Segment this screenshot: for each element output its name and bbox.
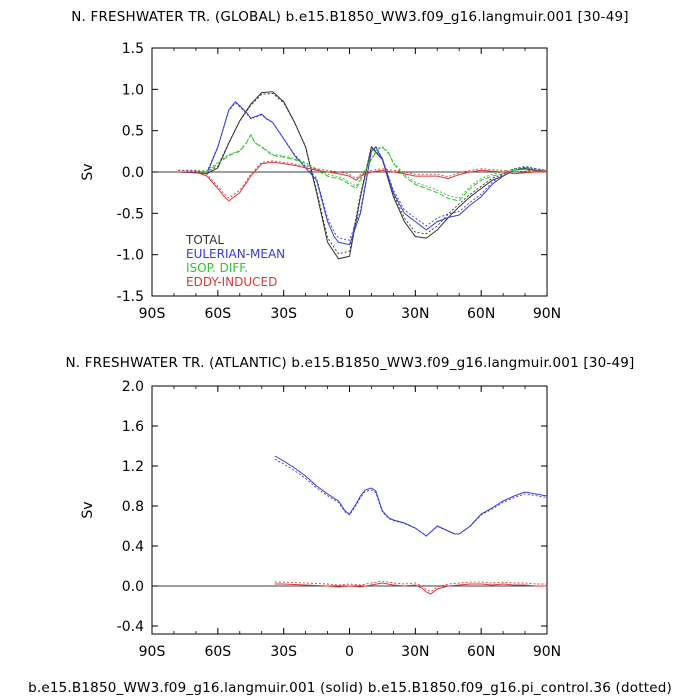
- global-series-eddy-induced: [178, 161, 547, 202]
- global-x-tick-label: 30S: [270, 306, 297, 322]
- global-series-isop-diff: [178, 133, 548, 202]
- legend-item: TOTAL: [185, 233, 224, 247]
- legend-item: EDDY-INDUCED: [186, 275, 277, 289]
- atlantic-y-axis-label: Sv: [80, 501, 96, 518]
- atlantic-x-tick-label: 60S: [204, 644, 231, 660]
- atlantic-x-tick-label: 30N: [401, 644, 429, 660]
- global-x-tick-label: 0: [345, 306, 354, 322]
- atlantic-series-eulerian-mean: [274, 455, 548, 537]
- atlantic-y-tick-label: 0.0: [122, 579, 144, 595]
- global-y-tick-label: -1.0: [117, 248, 144, 264]
- atlantic-y-tick-label: 1.6: [122, 419, 144, 435]
- global-series-dotted-total: [178, 92, 548, 255]
- legend-item: EULERIAN-MEAN: [186, 247, 285, 261]
- atlantic-series-dotted-eulerian-mean: [274, 458, 548, 537]
- global-y-tick-label: 0.5: [122, 124, 144, 140]
- global-y-tick-label: 0.0: [122, 165, 144, 181]
- atlantic-y-tick-label: 0.4: [122, 539, 144, 555]
- atlantic-x-tick-label: 0: [345, 644, 354, 660]
- global-chart-title: N. FRESHWATER TR. (GLOBAL) b.e15.B1850_W…: [71, 9, 629, 25]
- atlantic-x-tick-label: 30S: [270, 644, 297, 660]
- atlantic-y-tick-label: -0.4: [117, 619, 144, 635]
- global-x-tick-label: 90S: [139, 306, 166, 322]
- global-y-tick-label: -1.5: [117, 289, 144, 305]
- global-y-tick-label: 1.0: [122, 82, 144, 98]
- global-series-dotted-eddy-induced: [178, 160, 547, 199]
- atlantic-series-eddy-induced: [274, 582, 547, 595]
- atlantic-y-tick-label: 0.8: [122, 499, 144, 515]
- footer-caption: b.e15.B1850_WW3.f09_g16.langmuir.001 (so…: [28, 680, 672, 696]
- atlantic-y-tick-label: 1.2: [122, 459, 144, 475]
- global-y-tick-label: 1.5: [122, 41, 144, 57]
- global-y-tick-label: -0.5: [117, 206, 144, 222]
- atlantic-chart-title: N. FRESHWATER TR. (ATLANTIC) b.e15.B1850…: [65, 355, 635, 371]
- legend-item: ISOP. DIFF.: [186, 261, 248, 275]
- global-x-tick-label: 30N: [401, 306, 429, 322]
- global-series-eulerian-mean: [178, 100, 548, 246]
- global-y-axis-label: Sv: [80, 163, 96, 180]
- atlantic-series-dotted-eddy-induced: [274, 580, 547, 593]
- atlantic-x-tick-label: 90N: [533, 644, 561, 660]
- atlantic-x-tick-label: 60N: [467, 644, 495, 660]
- atlantic-x-tick-label: 90S: [139, 644, 166, 660]
- atlantic-y-tick-label: 2.0: [122, 379, 144, 395]
- global-x-tick-label: 90N: [533, 306, 561, 322]
- global-x-tick-label: 60S: [204, 306, 231, 322]
- global-x-tick-label: 60N: [467, 306, 495, 322]
